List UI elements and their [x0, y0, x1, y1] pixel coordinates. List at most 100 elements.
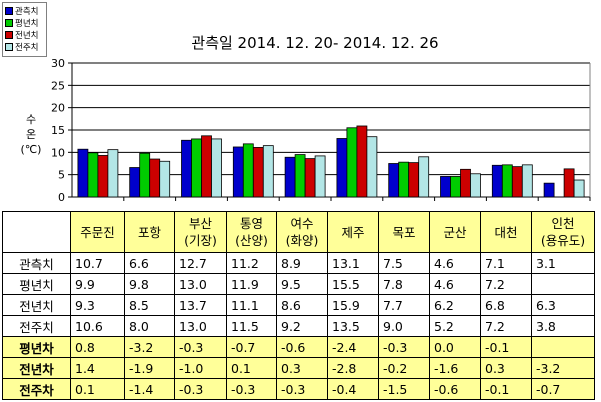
data-table: 주문진 포항 부산 (기장) 통영 (산양) 여수 (화양) 제주 목포 군산 대천 인천 (용유도) 관…: [2, 211, 595, 400]
table-cell: 9.0: [378, 315, 430, 337]
bar: [191, 138, 202, 198]
column-header: 포항: [124, 211, 175, 253]
table-cell: 7.2: [480, 315, 532, 337]
table-cell: -1.4: [124, 378, 175, 400]
bar: [440, 176, 451, 198]
table-cell: 13.0: [174, 273, 227, 295]
bar: [398, 161, 410, 198]
y-tick-label: 30: [51, 57, 65, 70]
chart-title: 관측일 2014. 12. 20- 2014. 12. 26: [191, 34, 439, 52]
table-header-row: 주문진 포항 부산 (기장) 통영 (산양) 여수 (화양) 제주 목포 군산 대천 인천 (용유도): [2, 211, 595, 253]
bar: [77, 148, 89, 198]
column-header: 인천 (용유도): [531, 211, 595, 253]
y-axis-label-line: 온: [25, 128, 37, 141]
table-cell: 13.5: [327, 315, 379, 337]
table-cell: -2.4: [327, 336, 379, 358]
table-cell: 9.2: [276, 315, 328, 337]
bar: [232, 146, 244, 198]
y-tick-label: 15: [51, 124, 65, 137]
bar: [346, 127, 358, 198]
column-header-line: (용유도): [540, 233, 586, 248]
legend-swatch: [5, 19, 13, 27]
bar: [470, 173, 481, 198]
chart-legend: 관측치 평년치 전년치 전주치: [2, 2, 47, 57]
legend-swatch: [5, 7, 13, 15]
table-cell: -1.6: [429, 357, 481, 379]
legend-item: 관측치: [5, 5, 44, 17]
bar: [366, 136, 378, 198]
bar: [284, 156, 296, 198]
y-axis-label-line: 수: [25, 113, 37, 126]
column-header: 주문진: [70, 211, 125, 253]
row-header: 평년차: [2, 336, 71, 358]
y-axis-label-line: (℃): [20, 143, 42, 156]
table-cell: 11.2: [226, 252, 277, 274]
table-cell: 9.3: [70, 294, 125, 316]
table-cell: 9.9: [70, 273, 125, 295]
bar: [573, 179, 585, 198]
table-cell: -1.0: [174, 357, 227, 379]
table-cell: [531, 336, 595, 358]
row-header: 전년차: [2, 357, 71, 379]
legend-swatch: [5, 31, 13, 39]
column-header-line: 여수: [290, 216, 314, 231]
table-cell: 13.0: [174, 315, 227, 337]
table-cell: 0.0: [429, 336, 481, 358]
table-cell: -3.2: [531, 357, 595, 379]
bar: [418, 156, 430, 198]
table-cell: 4.6: [429, 273, 481, 295]
bar: [181, 139, 192, 198]
table-cell: 6.8: [480, 294, 532, 316]
table-cell: 7.2: [480, 273, 532, 295]
table-cell: -0.3: [276, 378, 328, 400]
bar: [139, 152, 151, 198]
table-cell: -0.3: [174, 336, 227, 358]
table-cell: 5.2: [429, 315, 481, 337]
column-header: 통영 (산양): [226, 211, 277, 253]
table-cell: 1.4: [70, 357, 125, 379]
column-header-line: 군산: [443, 224, 467, 240]
table-cell: -3.2: [124, 336, 175, 358]
table-cell: 11.1: [226, 294, 277, 316]
table-cell: -0.7: [531, 378, 595, 400]
row-header: 전주차: [2, 378, 71, 400]
y-tick-label: 10: [51, 146, 65, 159]
bar: [314, 155, 326, 198]
bar: [159, 160, 171, 198]
table-cell: 4.6: [429, 252, 481, 274]
bar: [262, 145, 274, 198]
column-header-line: (산양): [235, 233, 268, 248]
bar: [511, 166, 523, 198]
table-cell: -0.6: [276, 336, 328, 358]
bar: [304, 158, 316, 198]
bar: [563, 168, 575, 198]
table-cell: -0.3: [226, 378, 277, 400]
bar: [501, 164, 513, 198]
y-tick-label: 20: [51, 102, 65, 115]
table-cell: [531, 273, 595, 295]
legend-item: 전주치: [5, 41, 44, 53]
table-cell: 6.6: [124, 252, 175, 274]
table-cell: 8.9: [276, 252, 328, 274]
table-row: 관측치 10.7 6.6 12.7 11.2 8.9 13.1 7.5 4.6 7.1 3.1: [2, 252, 595, 274]
table-cell: 7.7: [378, 294, 430, 316]
column-header: 제주: [327, 211, 379, 253]
column-header-line: 대천: [494, 224, 518, 240]
column-header-line: (화양): [285, 233, 319, 248]
table-cell: 0.1: [226, 357, 277, 379]
table-cell: -1.9: [124, 357, 175, 379]
y-tick-label: 0: [58, 191, 65, 204]
table-cell: -0.1: [480, 336, 532, 358]
table-cell: -0.3: [174, 378, 227, 400]
table-cell: 0.8: [70, 336, 125, 358]
bar: [211, 138, 222, 198]
table-cell: -0.4: [327, 378, 379, 400]
table-cell: 9.5: [276, 273, 328, 295]
table-cell: 12.7: [174, 252, 227, 274]
table-row: 전주차 0.1 -1.4 -0.3 -0.3 -0.3 -0.4 -1.5 -0.6 -0.1 -0…: [2, 378, 595, 400]
table-cell: 11.9: [226, 273, 277, 295]
bar: [491, 164, 503, 198]
table-row: 전주치 10.6 8.0 13.0 11.5 9.2 13.5 9.0 5.2 7.2 3.8: [2, 315, 595, 337]
column-header-line: 통영: [239, 216, 263, 231]
bar: [149, 158, 161, 198]
